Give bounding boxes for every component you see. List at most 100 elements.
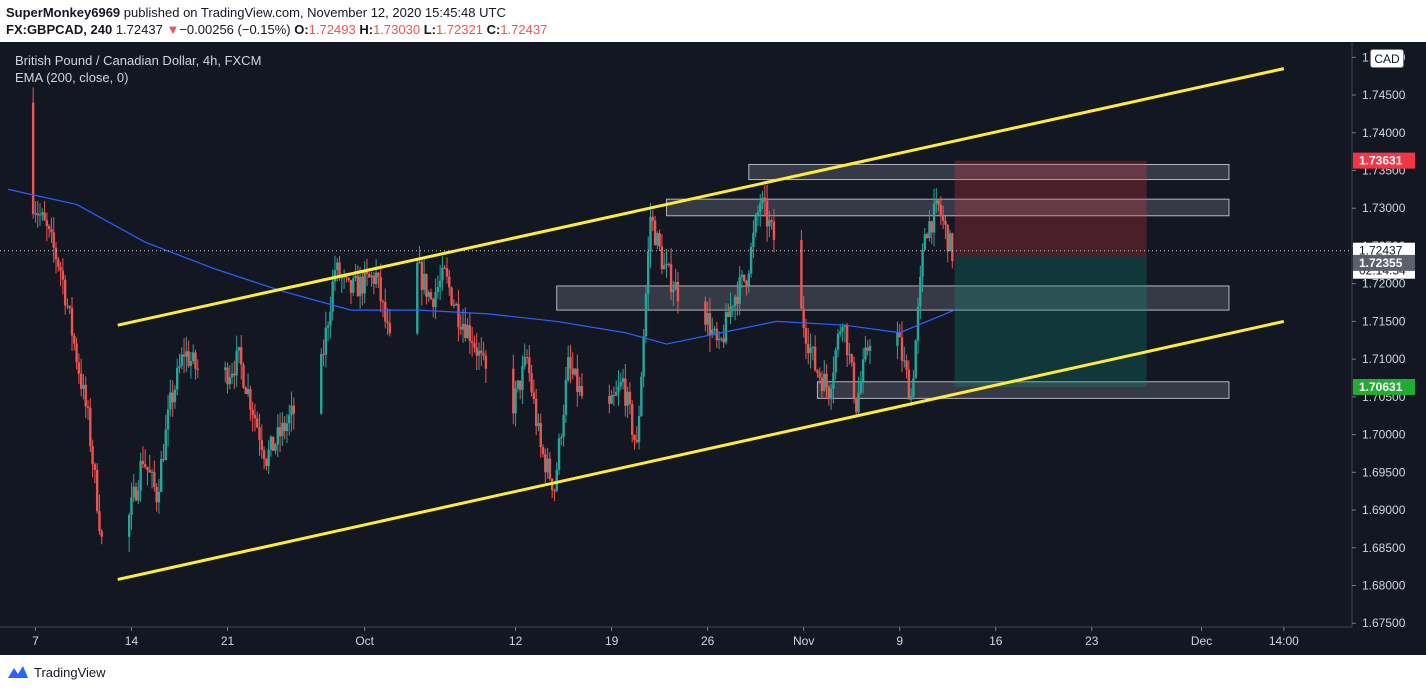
candle-body [230, 373, 234, 378]
candle-body [36, 213, 39, 216]
low-label: L: [423, 22, 436, 37]
currency-button[interactable]: CAD [1370, 49, 1404, 68]
candle-body [923, 234, 927, 250]
candle-body [372, 275, 376, 284]
candle-body [98, 511, 101, 532]
candle-body [429, 292, 433, 300]
candle-body [951, 233, 954, 262]
candle-body [445, 268, 449, 277]
candle-body [843, 324, 847, 327]
candle-body [852, 362, 856, 399]
candle-body [349, 280, 353, 293]
candle-body [820, 377, 824, 391]
x-tick-label: 26 [701, 634, 715, 648]
candle-body [658, 233, 661, 247]
candle-body [422, 273, 426, 290]
candle-body [674, 281, 677, 290]
open-value: 1.72493 [308, 22, 356, 37]
candle-body [745, 280, 748, 287]
publish-line: SuperMonkey6969 published on TradingView… [6, 5, 506, 20]
candle-body [669, 264, 673, 293]
candle-body [146, 466, 149, 471]
candle-body [932, 203, 936, 233]
candle-body [912, 378, 915, 397]
candle-body [642, 336, 645, 377]
candle-body [148, 470, 151, 473]
candle-body [363, 270, 366, 294]
tradingview-brand[interactable]: TradingView [34, 665, 106, 680]
candle-body [578, 385, 581, 392]
candle-body [416, 262, 419, 334]
channel-trendline [117, 67, 1285, 327]
candle-body [34, 213, 37, 215]
candles [31, 87, 954, 553]
candle-body [836, 333, 840, 351]
candle-body [859, 381, 863, 393]
last-price: 1.72437 [115, 22, 163, 37]
candle-body [91, 446, 94, 465]
candle-body [269, 436, 273, 450]
candle-body [729, 306, 732, 317]
price-chart[interactable]: 1.67500 1.68000 1.68500 1.69000 1.69500 1.700… [0, 42, 1426, 655]
candle-body [829, 388, 833, 399]
candle-body [816, 370, 819, 373]
symbol-label: FX:GBPCAD, 240 [6, 22, 113, 37]
candle-body [804, 328, 808, 344]
candle-body [900, 337, 904, 361]
candle-body [756, 212, 760, 217]
candle-body [452, 304, 456, 306]
candle-body [759, 203, 762, 213]
legend-indicator[interactable]: EMA (200, close, 0) [15, 70, 129, 85]
candle-body [811, 346, 815, 348]
candle-body [663, 265, 666, 270]
candle-body [50, 229, 53, 233]
low-value: 1.72321 [435, 22, 483, 37]
candle-body [73, 335, 76, 344]
candle-body [352, 278, 355, 293]
candle-body [722, 338, 725, 343]
candle-body [333, 270, 337, 282]
candle-body [653, 220, 657, 246]
price-label-bg [1353, 254, 1415, 271]
candle-body [733, 296, 737, 307]
author-name[interactable]: SuperMonkey6969 [6, 5, 121, 20]
candle-body [434, 292, 437, 308]
candle-body [619, 382, 622, 387]
candle-body [276, 427, 280, 445]
candle-body [386, 321, 389, 324]
candle-body [562, 414, 565, 438]
candle-body [647, 251, 650, 294]
candle-body [909, 396, 913, 400]
candle-body [285, 423, 289, 432]
candle-body [532, 392, 536, 400]
y-tick-label: 1.71000 [1362, 352, 1406, 366]
candle-body [358, 276, 362, 297]
candle-body [525, 357, 529, 359]
candle-body [743, 274, 746, 281]
candle-body [438, 280, 442, 288]
candle-body [514, 388, 517, 414]
candle-body [512, 368, 515, 414]
candle-body [31, 102, 35, 214]
candle-body [77, 362, 81, 374]
candle-body [621, 378, 625, 383]
candle-body [249, 389, 252, 410]
candle-body [137, 490, 140, 501]
stop-loss-zone [954, 160, 1147, 257]
y-tick-label: 1.72000 [1362, 277, 1406, 291]
candle-body [518, 380, 522, 390]
candle-body [610, 395, 613, 404]
candle-body [155, 486, 158, 503]
candle-body [141, 460, 145, 465]
open-label: O: [294, 22, 309, 37]
candle-body [480, 350, 483, 354]
candle-body [928, 221, 931, 239]
candle-body [866, 347, 869, 351]
candle-body [262, 450, 266, 460]
candle-body [937, 200, 940, 206]
candle-body [546, 458, 549, 473]
candle-body [66, 305, 69, 307]
candle-body [70, 308, 74, 336]
candle-body [528, 357, 531, 374]
candle-body [448, 276, 451, 288]
